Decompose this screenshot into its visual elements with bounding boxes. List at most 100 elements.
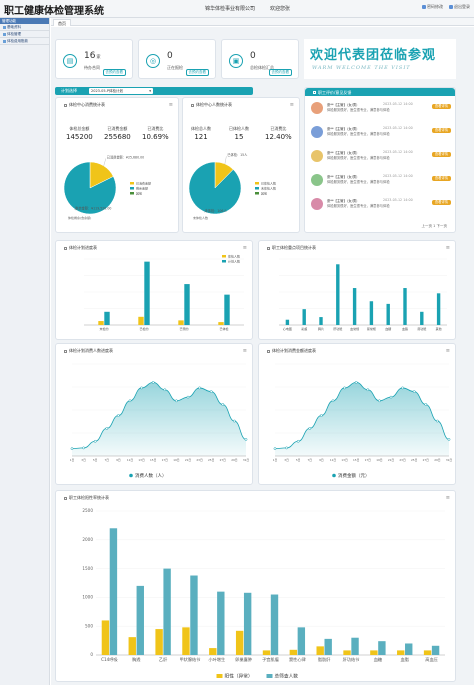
x-tick-label: 已体检 — [219, 326, 228, 331]
kpi: 体检总人数 121 — [191, 126, 211, 141]
legend-label: 其他 — [261, 190, 267, 195]
feedback-name: 张**【主管】（女/男） — [327, 199, 360, 203]
pie-note: 未体检人数 — [193, 215, 208, 220]
app-title: 职工健康体检管理系统 — [4, 6, 104, 17]
bar — [155, 629, 163, 655]
x-tick-label: 23日 — [399, 458, 406, 462]
kpi: 已消费金额 255680 — [104, 126, 131, 141]
logout-button[interactable]: 退出登录 — [449, 4, 470, 10]
x-tick-label: 已预约 — [179, 326, 188, 331]
bar — [190, 575, 198, 655]
bar — [224, 294, 230, 325]
series-line — [274, 381, 450, 450]
feedback-item: 张**【主管】（女/男） 2023-05-12 14:00 体检服务很好，医生很专业… — [311, 174, 451, 194]
legend-swatch — [130, 187, 134, 190]
stat-value: 0 — [250, 51, 256, 61]
card-title: 职工评价/意见反馈 — [318, 89, 352, 95]
chart-icon — [267, 246, 270, 250]
data-point — [343, 386, 346, 390]
x-tick-label: 肝功能 — [333, 326, 342, 331]
sidebar-item-exam[interactable]: 体检管理 — [0, 31, 49, 38]
x-tick-label: 血糖 — [374, 656, 383, 663]
feedback-text: 体检服务很好，医生很专业，满意参与体检 — [327, 132, 390, 136]
legend-swatch — [332, 473, 336, 478]
tab-home[interactable]: 首页 — [53, 19, 71, 26]
pager[interactable]: 上一页 1 下一页 — [421, 224, 447, 228]
bar — [369, 301, 374, 325]
pie-slice — [188, 161, 242, 215]
card-title: 职工体检重点项目统计表 — [272, 245, 316, 250]
bar — [235, 630, 244, 655]
chart-icon — [64, 246, 67, 250]
view-detail-button[interactable]: 查看详情 — [431, 176, 451, 181]
top-actions: 密码修改 退出登录 — [422, 4, 470, 10]
view-detail-button[interactable]: 查看详情 — [431, 200, 451, 205]
x-tick-label: 13日 — [138, 458, 145, 462]
view-button[interactable]: 去预约查看 — [102, 69, 126, 76]
legend-label: 未体检人数 — [261, 185, 276, 190]
data-point — [401, 386, 404, 390]
x-tick-label: 其他 — [436, 326, 442, 331]
view-detail-button[interactable]: 查看详情 — [431, 128, 451, 133]
x-tick-label: 7日 — [105, 458, 110, 462]
legend-label: 剩余金额 — [136, 185, 148, 190]
card-title: 体检中心消费统计表 — [69, 102, 105, 107]
x-tick-label: 甲状腺结节 — [179, 656, 200, 663]
x-tick-label: 肝功结节 — [343, 656, 360, 663]
bar — [370, 650, 378, 655]
x-tick-label: 21日 — [388, 458, 395, 462]
x-tick-label: 29日 — [231, 458, 238, 462]
chart-icon — [64, 349, 67, 353]
view-detail-button[interactable]: 查看详情 — [431, 104, 451, 109]
data-point — [389, 395, 393, 399]
data-point — [273, 447, 277, 450]
x-tick-label: 25日 — [411, 458, 418, 462]
people-progress-card: 体检计划消费人数进度表 ≡ 1日 3日 5日 7日 9日 11日 13日 15日 17日 19日 2… — [55, 343, 253, 485]
x-tick-label: 27日 — [220, 458, 227, 462]
area-fill — [72, 382, 246, 456]
menu-icon[interactable]: ≡ — [445, 348, 450, 354]
bar — [423, 650, 432, 655]
view-detail-button[interactable]: 查看详情 — [431, 152, 451, 157]
chevron-down-icon: ▾ — [149, 89, 151, 93]
pie-leader-line — [103, 158, 106, 166]
feedback-text: 体检服务很好，医生很专业，满意参与体检 — [327, 108, 390, 112]
menu-icon[interactable]: ≡ — [445, 245, 450, 251]
view-button[interactable]: 去预约查看 — [268, 69, 292, 76]
bar — [343, 650, 351, 655]
menu-icon[interactable]: ≡ — [168, 102, 173, 108]
plan-select[interactable]: 2023-05-P体检计划 ▾ — [89, 88, 153, 94]
change-password-button[interactable]: 密码修改 — [422, 4, 443, 10]
item-stats-chart: 心电图 彩超 胸片 肝功能 血常规 尿常规 血糖 血脂 肾功能 其他 — [279, 258, 447, 331]
bar — [182, 627, 190, 655]
feedback-text: 体检服务很好，医生很专业，满意参与体检 — [327, 204, 390, 208]
bar — [209, 648, 217, 655]
bar — [109, 528, 118, 655]
sidebar-item-basic[interactable]: 基础资料 — [0, 24, 49, 31]
view-button[interactable]: 去预约查看 — [185, 69, 209, 76]
data-point — [320, 414, 323, 417]
x-tick-label: 窦性心律 — [289, 656, 306, 663]
y-tick-label: 500 — [85, 623, 93, 628]
data-point — [378, 399, 381, 403]
feedback-time: 2023-05-12 14:00 — [383, 150, 413, 154]
bar — [128, 637, 136, 655]
legend-label: 已消费金额 — [136, 180, 151, 185]
bar — [316, 646, 324, 655]
menu-icon[interactable]: ≡ — [445, 495, 450, 501]
sidebar-item-fees[interactable]: 体检费用账款 — [0, 38, 49, 45]
data-point — [436, 419, 439, 423]
amount-progress-card: 体检计划消费金额进度表 ≡ 1日 3日 5日 7日 9日 11日 13日 15日 17日 19日 2… — [258, 343, 456, 485]
welcome-text: 欢迎您张 — [270, 6, 291, 12]
consume-pie-chart: 已消费金额：¥25,680.00 剩余金额：¥119,520.00 已消费金额剩余金… — [63, 155, 151, 220]
bar — [136, 585, 144, 655]
x-tick-label: 9日 — [319, 458, 324, 462]
stat-value: 0 — [167, 51, 173, 61]
menu-icon[interactable]: ≡ — [242, 245, 247, 251]
menu-icon[interactable]: ≡ — [289, 102, 294, 108]
x-tick-label: 尿常规 — [367, 326, 376, 331]
data-point — [117, 414, 120, 417]
pie-leader-line — [74, 209, 77, 211]
feedback-item: 张**【主管】（女/男） 2023-05-12 14:00 体检服务很好，医生很专业… — [311, 198, 451, 218]
menu-icon[interactable]: ≡ — [242, 348, 247, 354]
